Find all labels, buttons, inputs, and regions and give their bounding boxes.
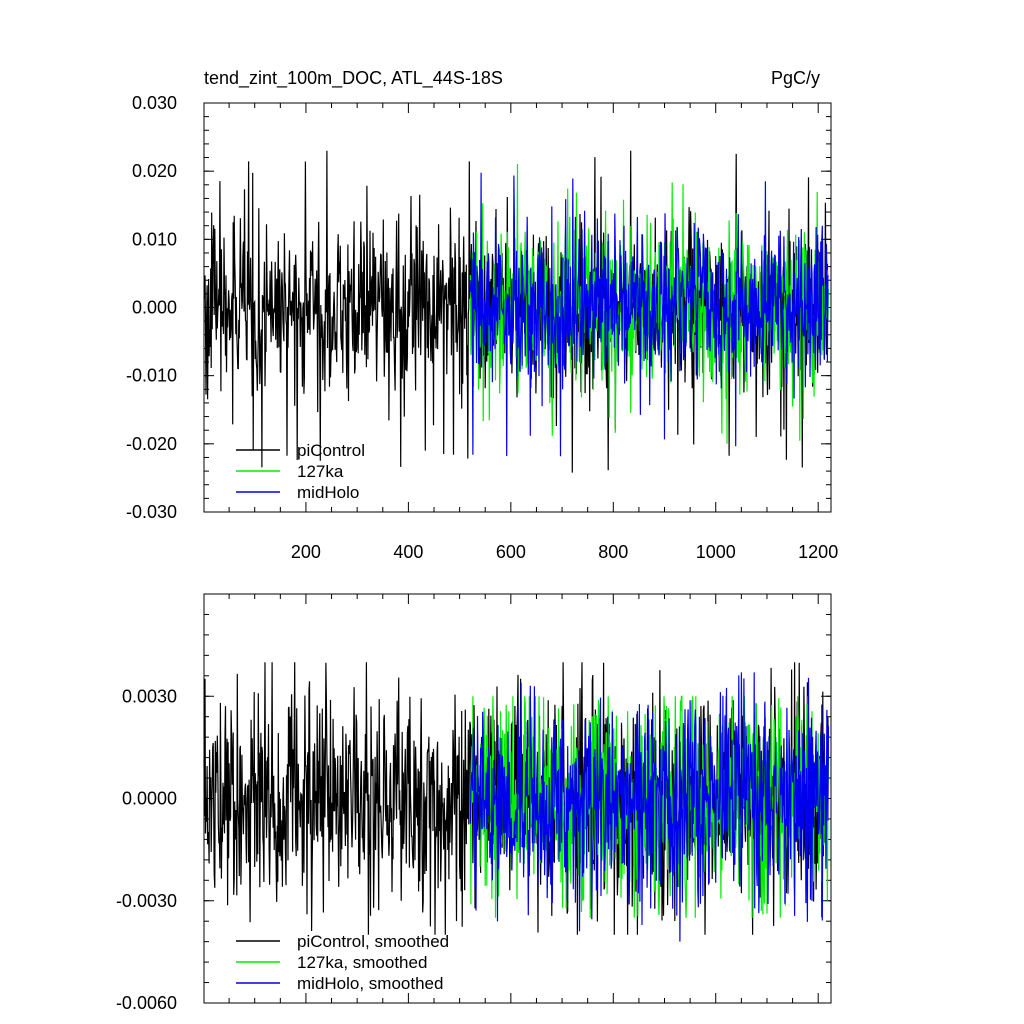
- y-tick-label: -0.0030: [116, 891, 177, 911]
- x-tick-label: 1000: [696, 542, 736, 562]
- y-tick-label: -0.0060: [116, 993, 177, 1013]
- y-tick-label: -0.030: [126, 502, 177, 522]
- y-tick-label: 0.030: [132, 93, 177, 113]
- y-tick-label: 0.0000: [122, 789, 177, 809]
- y-tick-label: 0.000: [132, 298, 177, 318]
- series-line-midholo: [469, 172, 829, 457]
- y-tick-label: -0.010: [126, 366, 177, 386]
- top-panel: 200 400 600 800 1000 1200 -0.030 -0.020 -0.010 0.…: [126, 93, 838, 562]
- x-tick-label: 600: [496, 542, 526, 562]
- legend-label: 127ka: [297, 462, 344, 481]
- legend-label: piControl, smoothed: [297, 932, 449, 951]
- chart-units: PgC/y: [771, 68, 820, 88]
- legend-label: piControl: [297, 441, 365, 460]
- y-tick-label: -0.020: [126, 434, 177, 454]
- top-series-group: [203, 150, 829, 473]
- chart-title: tend_zint_100m_DOC, ATL_44S-18S: [204, 68, 503, 89]
- bottom-series-group: [203, 662, 830, 942]
- legend-label: 127ka, smoothed: [297, 953, 427, 972]
- x-tick-label: 1200: [798, 542, 838, 562]
- top-legend: piControl 127ka midHolo: [236, 441, 365, 502]
- x-tick-label: 200: [291, 542, 321, 562]
- top-axis-ticks: 200 400 600 800 1000 1200 -0.030 -0.020 -0.010 0.…: [126, 93, 838, 562]
- legend-label: midHolo, smoothed: [297, 974, 443, 993]
- series-line-midholo: [469, 672, 830, 942]
- bottom-axis-ticks: -0.0060 -0.0030 0.0000 0.0030: [116, 593, 831, 1013]
- y-tick-label: 0.0030: [122, 686, 177, 706]
- x-tick-label: 400: [393, 542, 423, 562]
- bottom-legend: piControl, smoothed 127ka, smoothed midHol…: [236, 932, 449, 993]
- y-tick-label: 0.020: [132, 161, 177, 181]
- legend-label: midHolo: [297, 483, 359, 502]
- bottom-panel: -0.0060 -0.0030 0.0000 0.0030 piControl, sm…: [116, 593, 832, 1013]
- y-tick-label: 0.010: [132, 229, 177, 249]
- x-tick-label: 800: [598, 542, 628, 562]
